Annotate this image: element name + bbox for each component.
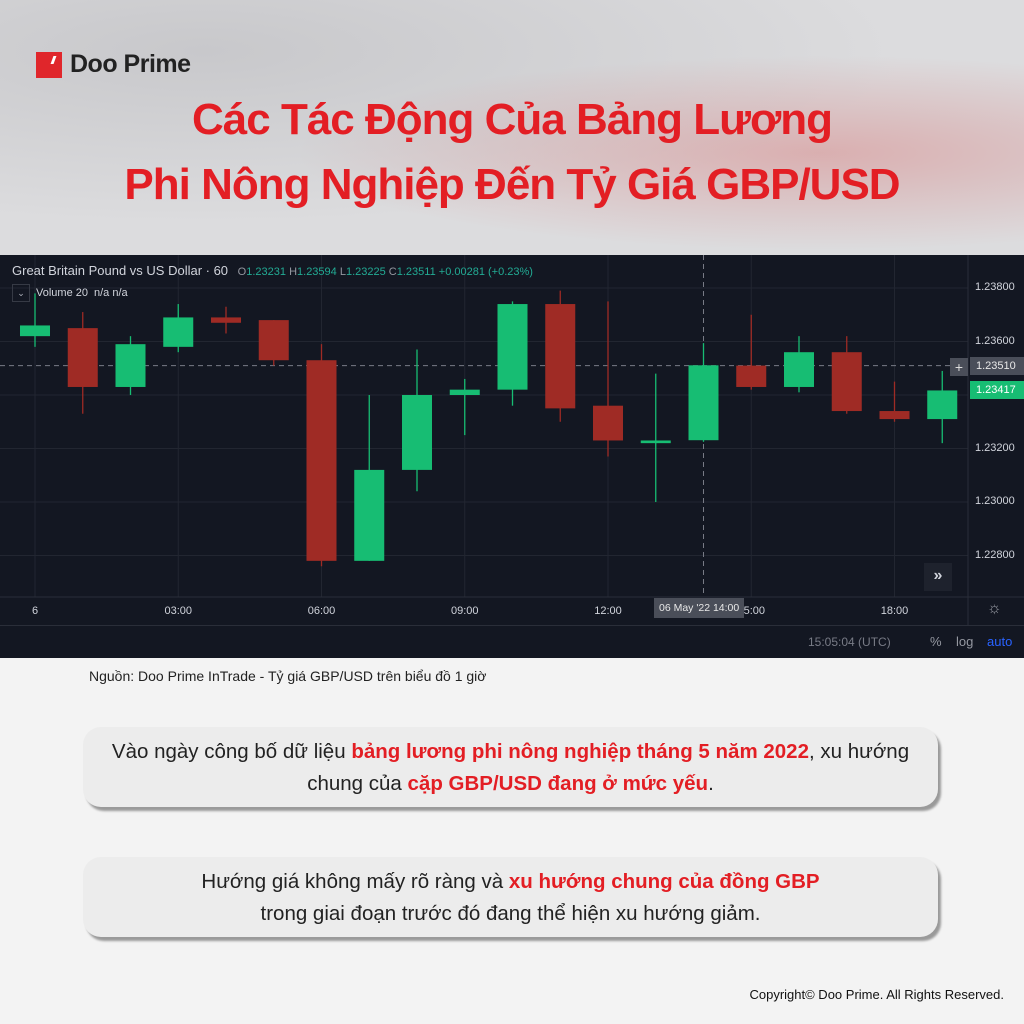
low-value: 1.23225 (345, 266, 386, 278)
close-label: C (388, 266, 397, 278)
x-tick-label: 09:00 (450, 605, 479, 617)
change-value: +0.00281 (+0.23%) (438, 266, 533, 278)
info-box-2: Hướng giá không mấy rõ ràng và xu hướng … (83, 857, 938, 937)
crosshair-price-tag: 1.23510 (970, 357, 1024, 375)
volume-label: Volume 20 (36, 287, 88, 299)
x-tick-label: 06:00 (307, 605, 336, 617)
box1-text: Vào ngày công bố dữ liệu (111, 740, 352, 763)
candle-body (258, 320, 289, 361)
box1-highlight: bảng lương phi nông nghiệp tháng 5 năm 2… (351, 740, 809, 763)
candle-body (927, 390, 958, 420)
settings-gear-icon[interactable]: ☼ (987, 600, 1002, 617)
x-tick-label: 12:00 (594, 605, 622, 617)
candle-body (545, 304, 576, 409)
candle-body (354, 469, 385, 561)
open-label: O (237, 266, 247, 278)
chart-canvas (0, 255, 1024, 625)
box2-text: trong giai đoạn trước đó đang thể hiện x… (260, 902, 761, 925)
candle-body (497, 304, 528, 390)
candle-body (306, 360, 337, 561)
candle-body (784, 352, 814, 387)
y-tick-label: 1.23000 (975, 495, 1015, 507)
logo-mark-icon (36, 51, 62, 78)
title-line-2: Phi Nông Nghiệp Đến Tỷ Giá GBP/USD (124, 160, 900, 209)
brand-name: Doo Prime (70, 50, 191, 78)
low-label: L (339, 266, 346, 278)
candle-body (211, 317, 241, 323)
candle-body (593, 405, 623, 441)
y-tick-label: 1.23200 (975, 441, 1015, 454)
add-alert-plus-icon[interactable]: + (950, 358, 968, 376)
scroll-to-realtime-button[interactable]: » (924, 563, 952, 591)
crosshair-time-tag: 06 May '22 14:00 (654, 598, 745, 618)
close-value: 1.23511 (396, 266, 436, 278)
chart-legend: Great Britain Pound vs US Dollar · 60 O1… (12, 263, 533, 278)
log-scale-toggle[interactable]: log (956, 634, 974, 649)
candle-body (449, 389, 480, 395)
chart-bottom-toolbar: 15:05:04 (UTC) % log auto (0, 625, 1024, 659)
hero-background (0, 0, 1024, 255)
source-caption: Nguồn: Doo Prime InTrade - Tỷ giá GBP/US… (89, 668, 487, 684)
last-price-tag: 1.23417 (970, 381, 1024, 399)
x-tick-label: 18:00 (880, 605, 909, 617)
candle-body (115, 344, 146, 387)
candlestick-chart[interactable]: Great Britain Pound vs US Dollar · 60 O1… (0, 255, 1024, 658)
x-tick-label: 03:00 (164, 605, 193, 617)
candle-body (67, 328, 98, 387)
box2-text: Hướng giá không mấy rõ ràng và (201, 870, 509, 893)
x-tick-label: 6 (31, 605, 39, 617)
candle-body (831, 352, 862, 412)
volume-legend: ⌄ Volume 20 n/a n/a (12, 284, 128, 302)
y-tick-label: 1.23600 (975, 334, 1015, 347)
candle-body (879, 411, 910, 420)
utc-clock: 15:05:04 (UTC) (808, 635, 891, 649)
info-box-1: Vào ngày công bố dữ liệu bảng lương phi … (83, 727, 938, 807)
brand-logo: Doo Prime (36, 50, 191, 79)
copyright: Copyright© Doo Prime. All Rights Reserve… (749, 987, 1004, 1002)
percent-scale-toggle[interactable]: % (930, 634, 942, 649)
collapse-chevron-icon[interactable]: ⌄ (12, 284, 30, 302)
symbol-label: Great Britain Pound vs US Dollar · 60 (12, 263, 229, 278)
candle-body (688, 365, 719, 441)
open-value: 1.23231 (246, 266, 286, 278)
high-value: 1.23594 (297, 266, 337, 278)
box1-text: , xu hướng chung của (307, 740, 910, 795)
high-label: H (289, 266, 298, 278)
y-tick-label: 1.22800 (975, 548, 1015, 561)
box2-highlight: xu hướng chung của đồng GBP (508, 870, 820, 893)
x-tick-label: 15:00 (737, 605, 766, 617)
candle-body (163, 317, 194, 347)
candle-body (640, 440, 671, 444)
auto-scale-toggle[interactable]: auto (987, 634, 1013, 649)
candle-body (20, 325, 50, 337)
box1-highlight: cặp GBP/USD đang ở mức yếu (407, 772, 709, 795)
box1-text: . (708, 772, 714, 795)
y-tick-label: 1.23800 (975, 281, 1015, 293)
candle-body (736, 365, 767, 387)
candle-body (402, 395, 432, 470)
title-line-1: Các Tác Động Của Bảng Lương (192, 95, 833, 144)
volume-values: n/a n/a (93, 287, 128, 299)
